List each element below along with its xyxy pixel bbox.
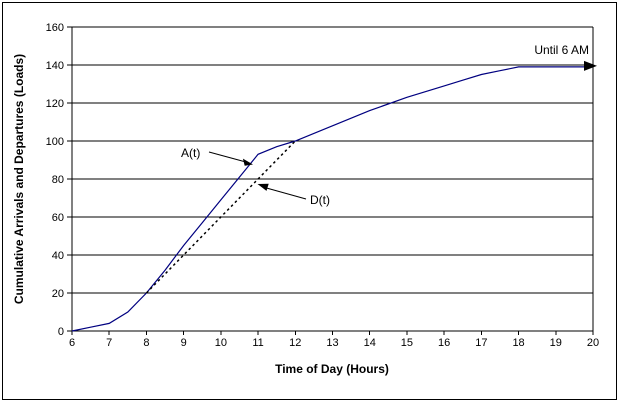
- y-axis-title: Cumulative Arrivals and Departures (Load…: [12, 54, 26, 304]
- annotation-at-label: A(t): [181, 146, 200, 160]
- y-tick-label-60: 60: [52, 212, 64, 224]
- at-label-arrow-shaft: [208, 151, 245, 162]
- y-tick-label-120: 120: [46, 98, 64, 110]
- x-tick-label-16: 16: [438, 337, 450, 349]
- x-tick-label-13: 13: [326, 337, 338, 349]
- annotation-until-6am: Until 6 AM: [534, 43, 589, 57]
- tick-marks: [67, 26, 594, 335]
- x-tick-label-15: 15: [401, 337, 413, 349]
- x-tick-label-14: 14: [364, 337, 376, 349]
- gridlines: [72, 26, 593, 294]
- x-tick-label-6: 6: [69, 337, 75, 349]
- dt-label-arrow-shaft: [266, 187, 307, 200]
- y-tick-label-80: 80: [52, 174, 64, 186]
- y-tick-label-40: 40: [52, 250, 64, 262]
- y-tick-label-20: 20: [52, 288, 64, 300]
- x-tick-label-20: 20: [587, 337, 599, 349]
- at-label-arrowhead: [242, 158, 253, 166]
- y-tick-label-160: 160: [46, 22, 64, 34]
- x-tick-label-8: 8: [143, 337, 149, 349]
- x-tick-label-17: 17: [475, 337, 487, 349]
- x-tick-label-11: 11: [252, 337, 263, 349]
- x-tick-label-12: 12: [289, 337, 301, 349]
- x-axis-title: Time of Day (Hours): [275, 362, 389, 376]
- x-tick-label-10: 10: [215, 337, 227, 349]
- y-tick-label-100: 100: [46, 136, 64, 148]
- x-tick-label-9: 9: [181, 337, 187, 349]
- series-at-line: [71, 66, 593, 332]
- x-tick-label-19: 19: [550, 337, 562, 349]
- dt-label-arrowhead: [257, 183, 269, 191]
- y-tick-label-140: 140: [46, 60, 64, 72]
- series-lines: [71, 60, 597, 332]
- tick-labels: 0 20 40 60 80 100 120 140 160 6 7 8 9 10 11 12 13 14 15 16 1…: [46, 22, 599, 349]
- x-tick-label-18: 18: [512, 337, 524, 349]
- annotations: Until 6 AM A(t) D(t): [181, 43, 589, 207]
- until-6am-arrowhead: [584, 60, 597, 71]
- annotation-dt-label: D(t): [310, 193, 330, 207]
- series-dt-line: [145, 140, 296, 294]
- y-tick-label-0: 0: [58, 326, 64, 338]
- x-tick-label-7: 7: [106, 337, 112, 349]
